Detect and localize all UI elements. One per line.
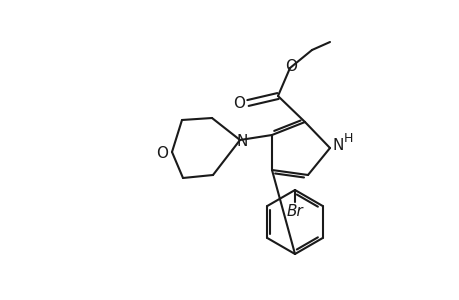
Text: H: H [342, 131, 352, 145]
Text: Br: Br [286, 205, 303, 220]
Text: N: N [236, 134, 247, 148]
Text: O: O [285, 58, 297, 74]
Text: N: N [331, 139, 343, 154]
Text: O: O [233, 95, 245, 110]
Text: O: O [156, 146, 168, 160]
